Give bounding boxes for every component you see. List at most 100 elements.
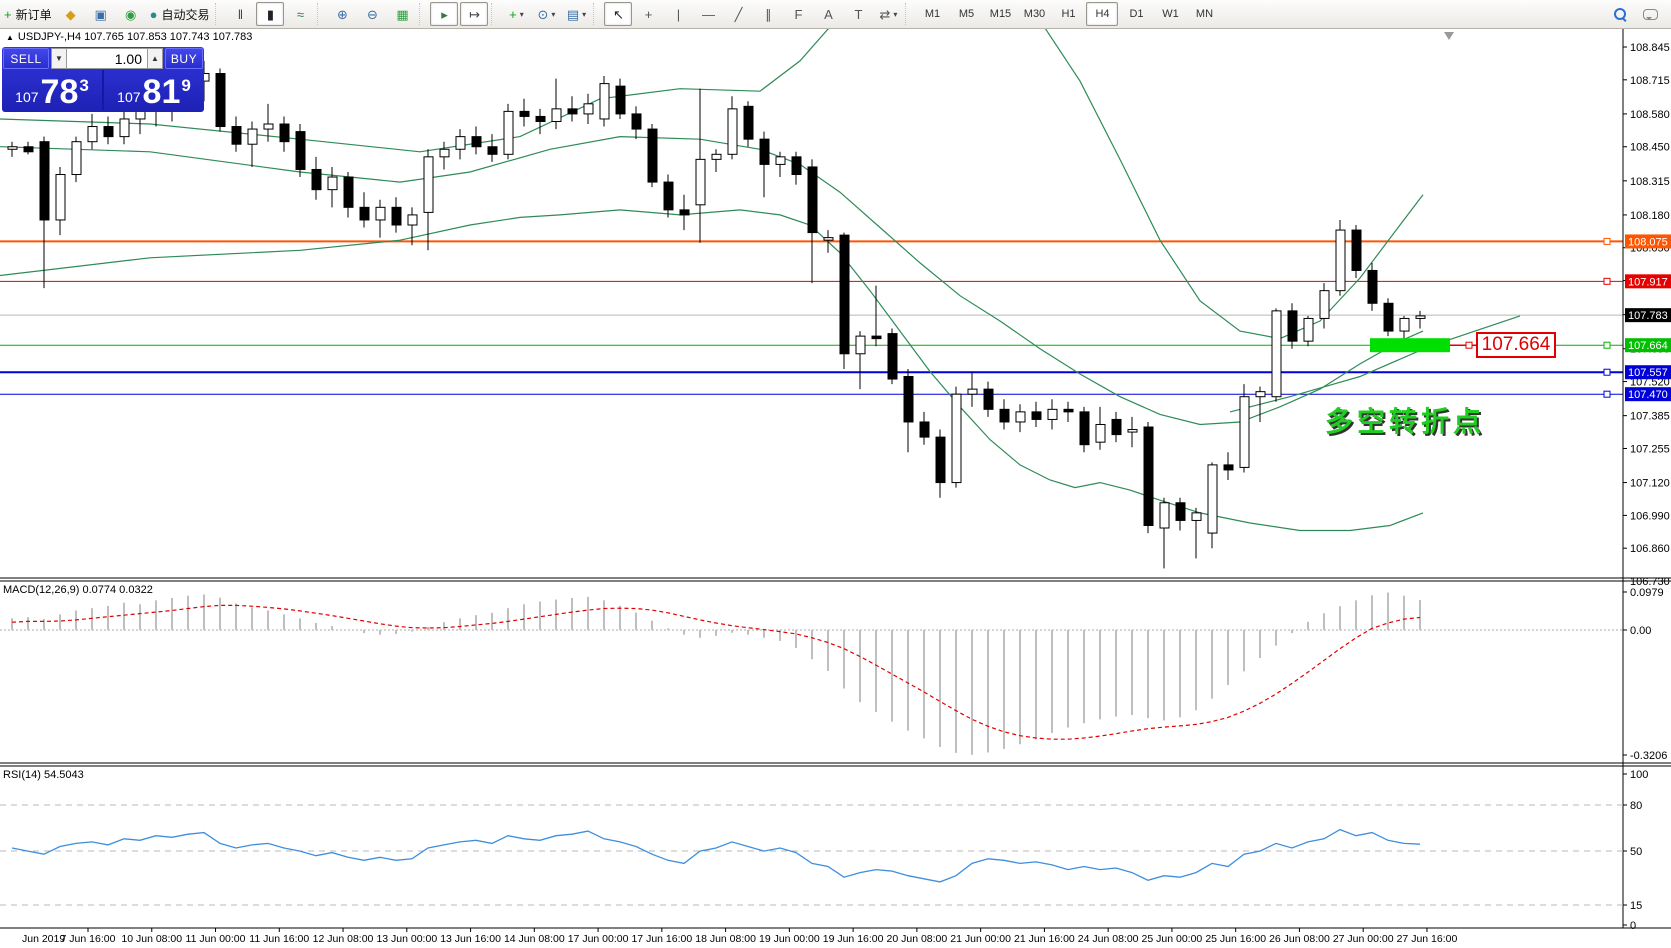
tf-m5-button[interactable]: M5 bbox=[958, 8, 975, 20]
candle-body bbox=[551, 108, 562, 122]
candle-body bbox=[39, 141, 50, 221]
rsi-label: RSI(14) 54.5043 bbox=[3, 769, 84, 781]
equidistant-channel-icon: ∥ bbox=[765, 6, 772, 22]
price-tick-label: 107.120 bbox=[1630, 478, 1670, 490]
candlestick-chart-button[interactable]: ▮ bbox=[256, 2, 285, 26]
candle-body bbox=[775, 156, 786, 165]
sell-price[interactable]: 107 78 3 bbox=[2, 70, 102, 110]
volume-field[interactable]: 1.00 bbox=[67, 48, 147, 69]
line-handle[interactable] bbox=[1603, 390, 1611, 398]
zoom-in-icon: ⊕ bbox=[337, 6, 348, 22]
candle-body bbox=[407, 214, 418, 226]
candle-body bbox=[663, 181, 674, 211]
cursor-button[interactable]: ↖ bbox=[604, 2, 633, 26]
candle-body bbox=[343, 176, 354, 208]
templates-icon: ▤ bbox=[566, 6, 580, 22]
new-order-button[interactable]: + 新订单 bbox=[1, 2, 55, 26]
candle-body bbox=[887, 333, 898, 380]
candle-body bbox=[1383, 302, 1394, 332]
price-tick-label: 108.450 bbox=[1630, 142, 1670, 154]
time-tick-label: 14 Jun 08:00 bbox=[504, 933, 565, 945]
buy-price[interactable]: 107 81 9 bbox=[104, 70, 204, 110]
text-label-button[interactable]: T bbox=[844, 2, 872, 26]
line-handle[interactable] bbox=[1603, 368, 1611, 376]
candle-body bbox=[519, 110, 530, 117]
candle-body bbox=[1047, 408, 1058, 420]
candle-body bbox=[1191, 512, 1202, 521]
tf-h1-button[interactable]: H1 bbox=[1061, 8, 1076, 20]
zoom-in-button[interactable]: ⊕ bbox=[328, 2, 356, 26]
text-button[interactable]: A bbox=[814, 2, 842, 26]
tf-m15-button[interactable]: M15 bbox=[989, 8, 1012, 20]
candle-body bbox=[1127, 429, 1138, 433]
chart-shift-icon: ↦ bbox=[469, 6, 480, 22]
tf-d1-button[interactable]: D1 bbox=[1129, 8, 1144, 20]
vertical-line-button[interactable]: | bbox=[664, 2, 692, 26]
toolbar: + 新订单 ◆ ▣ ◉ ● 自动交易 ‖ ▮ ≈ ⊕ ⊖ ▦ ▸ ↦ + ▾ ⊙ ▾ ▤ ▾ ↖ + | — ╱ ∥ F A T ⇄ ▾ M1 M… bbox=[0, 0, 1671, 29]
arrows-button[interactable]: ⇄ ▾ bbox=[874, 2, 902, 26]
horizontal-line-button[interactable]: — bbox=[694, 2, 722, 26]
indicators-button[interactable]: + ▾ bbox=[502, 2, 530, 26]
tf-h4-button[interactable]: H4 bbox=[1086, 2, 1119, 26]
sell-button[interactable]: SELL bbox=[3, 48, 49, 69]
tf-mn-button[interactable]: MN bbox=[1195, 8, 1214, 20]
auto-scroll-icon: ▸ bbox=[441, 6, 448, 22]
price-tick-label: 106.730 bbox=[1630, 576, 1670, 588]
candle-body bbox=[503, 110, 514, 155]
time-tick-label: 27 Jun 00:00 bbox=[1333, 933, 1394, 945]
strategy-tester-icon[interactable]: ◉ bbox=[117, 2, 145, 26]
candle-body bbox=[903, 376, 914, 423]
price-tick-label: 106.860 bbox=[1630, 543, 1670, 555]
candle-body bbox=[983, 388, 994, 410]
buy-price-handle: 107 bbox=[117, 89, 141, 105]
time-tick-label: 27 Jun 16:00 bbox=[1397, 933, 1458, 945]
line-handle[interactable] bbox=[1603, 277, 1611, 285]
line-handle[interactable] bbox=[1603, 341, 1611, 349]
horizontal-line-icon: — bbox=[701, 6, 715, 22]
autotrading-button[interactable]: ● 自动交易 bbox=[147, 2, 213, 26]
buy-button[interactable]: BUY bbox=[165, 48, 203, 69]
volume-decrease-button[interactable]: ▼ bbox=[51, 48, 67, 69]
templates-button[interactable]: ▤ ▾ bbox=[562, 2, 590, 26]
line-chart-button[interactable]: ≈ bbox=[286, 2, 314, 26]
candle-body bbox=[1303, 317, 1314, 342]
zoom-out-button[interactable]: ⊖ bbox=[358, 2, 386, 26]
auto-scroll-button[interactable]: ▸ bbox=[430, 2, 459, 26]
chevron-down-icon: ▾ bbox=[893, 9, 898, 19]
candle-body bbox=[583, 103, 594, 115]
bar-chart-button[interactable]: ‖ bbox=[226, 2, 254, 26]
community-chat-button[interactable] bbox=[1636, 2, 1664, 26]
candle-body bbox=[7, 146, 18, 150]
tile-windows-button[interactable]: ▦ bbox=[388, 2, 416, 26]
price-tick-label: 108.180 bbox=[1630, 210, 1670, 222]
collapse-panel-icon[interactable]: ▲ bbox=[6, 33, 14, 42]
fibonacci-button[interactable]: F bbox=[784, 2, 812, 26]
time-tick-label: 18 Jun 08:00 bbox=[695, 933, 756, 945]
periods-button[interactable]: ⊙ ▾ bbox=[532, 2, 560, 26]
trendline-button[interactable]: ╱ bbox=[724, 2, 752, 26]
rsi-line bbox=[11, 828, 1421, 883]
terminal-icon: ▣ bbox=[94, 6, 107, 22]
price-tick-label: 108.315 bbox=[1630, 176, 1670, 188]
tf-w1-button[interactable]: W1 bbox=[1162, 8, 1179, 20]
terminal-icon[interactable]: ▣ bbox=[87, 2, 115, 26]
chart-shift-marker[interactable] bbox=[1444, 32, 1454, 40]
candle-body bbox=[215, 73, 226, 128]
crosshair-button[interactable]: + bbox=[634, 2, 662, 26]
note-connector-handle[interactable] bbox=[1465, 341, 1473, 349]
candle-body bbox=[1271, 310, 1282, 398]
equidistant-channel-button[interactable]: ∥ bbox=[754, 2, 782, 26]
chart-shift-button[interactable]: ↦ bbox=[460, 2, 489, 26]
zoom-out-icon: ⊖ bbox=[367, 6, 378, 22]
charts-menu-icon[interactable]: ◆ bbox=[57, 2, 85, 26]
search-button[interactable] bbox=[1606, 2, 1634, 26]
time-tick-label: 11 Jun 00:00 bbox=[186, 933, 246, 945]
toolbar-separator bbox=[593, 3, 601, 25]
highlight-rectangle[interactable] bbox=[1370, 338, 1450, 353]
tf-m1-button[interactable]: M1 bbox=[924, 8, 941, 20]
price-line-tag bbox=[1625, 387, 1671, 402]
line-handle[interactable] bbox=[1603, 237, 1611, 245]
tf-m30-button[interactable]: M30 bbox=[1023, 8, 1046, 20]
volume-increase-button[interactable]: ▲ bbox=[147, 48, 163, 69]
